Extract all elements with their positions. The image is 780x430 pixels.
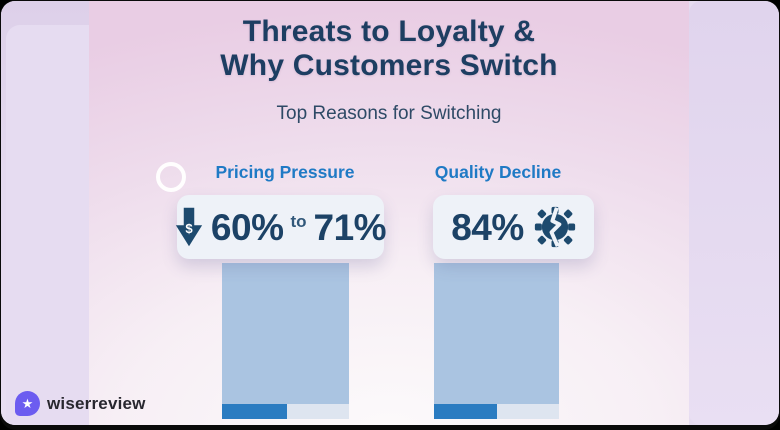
column-label-pricing-pressure: Pricing Pressure — [215, 162, 355, 182]
stat-value-60: 60% — [210, 206, 284, 248]
bar-base-strip-pricing — [222, 404, 349, 419]
star-icon: ★ — [15, 391, 40, 416]
stat-card-quality-decline: 84% — [433, 195, 594, 259]
bar-quality-decline — [434, 263, 559, 405]
stat-value-84: 84% — [451, 206, 524, 248]
bar-pricing-pressure — [222, 263, 349, 405]
bar-base-fill-pricing — [222, 404, 287, 419]
stat-connector: to — [290, 212, 307, 231]
cursor-highlight-ring — [156, 162, 186, 192]
page-title: Threats to Loyalty & Why Customers Switc… — [89, 15, 689, 83]
broken-gear-icon — [534, 206, 576, 248]
svg-text:$: $ — [185, 221, 193, 236]
page-subtitle: Top Reasons for Switching — [276, 103, 502, 124]
stat-card-pricing-pressure: $ 60% to 71% — [175, 195, 387, 259]
stat-value-71: 71% — [313, 206, 387, 248]
column-label-quality-decline: Quality Decline — [434, 162, 562, 182]
bar-base-strip-quality — [434, 404, 559, 419]
backdrop-left-panel — [1, 1, 103, 425]
brand-watermark: ★ wiserreview — [15, 391, 146, 416]
backdrop-right-panel — [689, 1, 779, 425]
brand-name: wiserreview — [47, 393, 146, 413]
title-line-2: Why Customers Switch — [220, 49, 558, 82]
title-line-1: Threats to Loyalty & — [242, 15, 536, 48]
bar-base-fill-quality — [434, 404, 497, 419]
money-decrease-arrow-icon: $ — [175, 205, 203, 249]
